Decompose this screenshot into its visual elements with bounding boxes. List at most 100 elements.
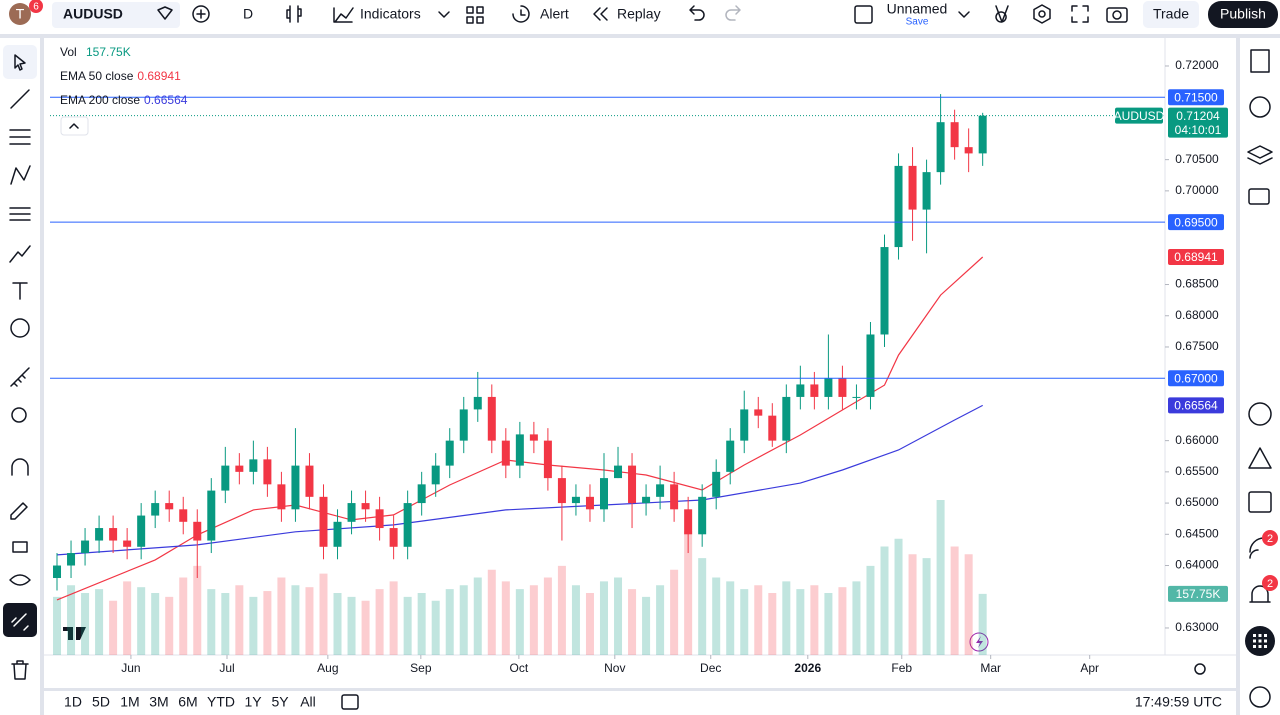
volume-bar: [417, 593, 426, 655]
icon-checkbox[interactable]: [854, 5, 873, 24]
icon-indicators[interactable]: [333, 7, 354, 23]
range-button[interactable]: 1M: [120, 694, 139, 710]
icon-watchlist[interactable]: [1250, 49, 1270, 73]
icon-layouts[interactable]: [466, 6, 484, 24]
icon-diamond[interactable]: [157, 6, 173, 20]
symbol-tag-label: AUDUSD: [1114, 109, 1165, 123]
icon-axis-settings[interactable]: [1194, 663, 1206, 675]
volume-bar: [473, 577, 482, 655]
alert-button[interactable]: Alert: [540, 6, 569, 22]
icon-ideas[interactable]: [1248, 447, 1272, 469]
candle-body: [824, 378, 833, 397]
replay-button[interactable]: Replay: [617, 6, 661, 22]
layout-name[interactable]: Unnamed: [887, 1, 948, 17]
candle-body: [894, 165, 903, 248]
publish-button[interactable]: Publish: [1220, 6, 1266, 22]
range-button[interactable]: 5Y: [271, 694, 289, 710]
candle-body: [922, 172, 931, 210]
icon-help[interactable]: [1249, 686, 1271, 708]
candle-body: [53, 565, 62, 579]
event-marker[interactable]: [969, 632, 989, 652]
save-label[interactable]: Save: [906, 17, 929, 28]
publish-bg[interactable]: [1208, 1, 1278, 28]
volume-bar: [866, 565, 875, 655]
icon-magnet[interactable]: [11, 458, 29, 476]
collapse-legend[interactable]: [60, 116, 89, 136]
icon-lock[interactable]: [12, 541, 28, 553]
icon-bell[interactable]: [1249, 585, 1271, 603]
icon-candles[interactable]: [286, 5, 302, 23]
icon-settings[interactable]: [1033, 4, 1051, 24]
volume-bar: [585, 593, 594, 655]
candle-body: [291, 465, 300, 510]
icon-layers[interactable]: [1247, 145, 1273, 165]
volume-bar: [403, 596, 412, 655]
volume-bar: [305, 587, 314, 655]
trade-button[interactable]: Trade: [1153, 6, 1189, 22]
icon-calendar[interactable]: [1248, 491, 1272, 513]
range-button[interactable]: All: [300, 694, 316, 710]
icon-target[interactable]: [1248, 402, 1272, 426]
y-tick-label: 0.67500: [1175, 339, 1219, 353]
volume-bar: [319, 573, 328, 655]
right-sidebar: [1240, 38, 1280, 715]
price-tag: [1168, 214, 1224, 231]
range-button[interactable]: 3M: [149, 694, 168, 710]
candle-body: [361, 503, 370, 510]
range-button[interactable]: 5D: [92, 694, 110, 710]
icon-redo[interactable]: [725, 5, 741, 21]
volume-bar: [810, 585, 819, 655]
icon-trash[interactable]: [11, 660, 29, 680]
volume-bar: [838, 587, 847, 655]
candle-body: [866, 334, 875, 397]
candle-body: [852, 396, 861, 398]
volume-bar: [249, 596, 258, 655]
icon-trend-line[interactable]: [10, 89, 30, 109]
icon-pencil-lock[interactable]: [10, 502, 28, 520]
icon-link[interactable]: [11, 613, 29, 631]
icon-fullscreen[interactable]: [1071, 5, 1089, 23]
range-button[interactable]: YTD: [207, 694, 235, 710]
icon-camera[interactable]: [1106, 7, 1128, 23]
range-button[interactable]: 6M: [178, 694, 197, 710]
icon-alert[interactable]: [512, 5, 530, 23]
candle-body: [628, 465, 637, 504]
icon-undo[interactable]: [689, 5, 705, 21]
icon-cursor[interactable]: [14, 54, 26, 71]
icon-forecast[interactable]: [9, 207, 31, 221]
chart-pane: [44, 38, 1236, 688]
cursor-bg[interactable]: [3, 45, 37, 79]
icon-brush[interactable]: [9, 245, 31, 263]
volume-bar: [978, 593, 987, 655]
icon-ruler[interactable]: [10, 367, 30, 387]
icon-zoom[interactable]: [11, 407, 27, 423]
icon-chevron[interactable]: [438, 11, 450, 18]
icon-layout-menu[interactable]: [958, 11, 970, 18]
icon-search[interactable]: [995, 5, 1009, 23]
trade-bg[interactable]: [1143, 1, 1199, 28]
icon-text[interactable]: [12, 282, 28, 300]
icon-pattern[interactable]: [10, 165, 31, 185]
icon-chat[interactable]: [1248, 188, 1270, 205]
icon-add[interactable]: [192, 5, 210, 23]
range-button[interactable]: 1Y: [244, 694, 262, 710]
indicators-button[interactable]: Indicators: [360, 6, 421, 22]
symbol-search[interactable]: [52, 2, 180, 28]
icon-goto-date[interactable]: [341, 694, 359, 710]
interval[interactable]: D: [243, 6, 253, 22]
icon-eye[interactable]: [9, 574, 31, 586]
icon-fib[interactable]: [9, 129, 31, 145]
icon-emoji[interactable]: [10, 318, 30, 338]
icon-replay[interactable]: [593, 7, 608, 21]
legend-value: 157.75K: [86, 45, 131, 59]
x-tick-label: Mar: [980, 661, 1001, 675]
candle-body: [880, 247, 889, 335]
volume-bar: [880, 546, 889, 655]
volume-bar: [656, 585, 665, 655]
range-button[interactable]: 1D: [64, 694, 82, 710]
volume-bar: [333, 593, 342, 655]
volume-tag: [1168, 585, 1228, 602]
avatar[interactable]: [9, 3, 31, 25]
icon-alerts-clock[interactable]: [1249, 96, 1271, 118]
